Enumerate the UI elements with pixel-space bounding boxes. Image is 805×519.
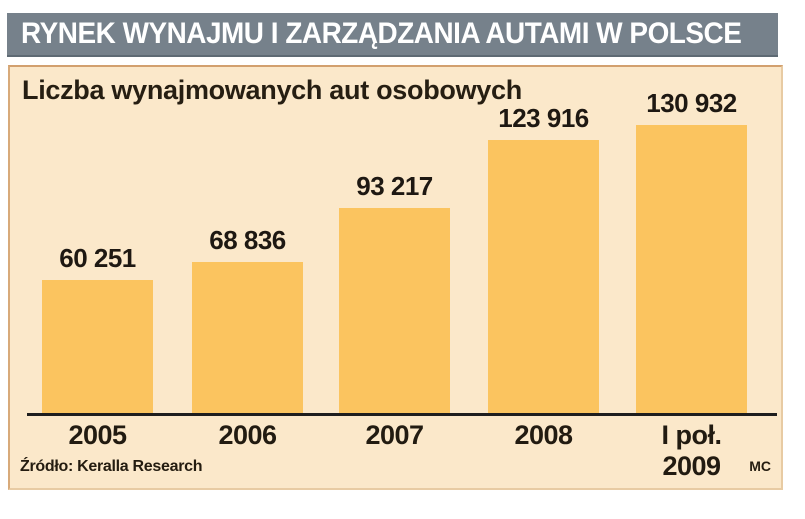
x-tick-2009h1: I poł. 2009 (661, 420, 723, 482)
bar-column-2005: 60 251 (42, 243, 153, 413)
bar-column-2006: 68 836 (192, 225, 303, 413)
bar-rect-2006 (192, 262, 303, 413)
bar-value-label-2005: 60 251 (59, 243, 136, 273)
bar-rect-2007 (339, 208, 450, 413)
bar-rect-2005 (42, 280, 153, 413)
chart-panel: Liczba wynajmowanych aut osobowych 60 25… (8, 65, 783, 490)
x-tick-2008: 2008 (514, 420, 573, 450)
bar-rect-2009h1 (636, 125, 747, 413)
bar-value-label-2007: 93 217 (356, 171, 433, 201)
x-axis-line (27, 413, 777, 416)
x-tick-2006: 2006 (218, 420, 277, 450)
credit-initials: MC (749, 458, 771, 474)
bar-value-label-2009h1: 130 932 (646, 88, 737, 118)
header-bar: RYNEK WYNAJMU I ZARZĄDZANIA AUTAMI W POL… (7, 13, 778, 57)
bar-column-2008: 123 916 (488, 103, 599, 413)
source-note: Źródło: Keralla Research (20, 458, 203, 475)
bar-chart-plot-area: 60 251 68 836 93 217 123 916 130 932 (10, 67, 781, 413)
bar-column-2009h1: 130 932 (636, 88, 747, 413)
x-tick-2007: 2007 (365, 420, 424, 450)
bar-value-label-2006: 68 836 (209, 225, 286, 255)
x-tick-2005: 2005 (68, 420, 127, 450)
bar-column-2007: 93 217 (339, 171, 450, 413)
page-title: RYNEK WYNAJMU I ZARZĄDZANIA AUTAMI W POL… (21, 17, 742, 50)
chart-subtitle: Liczba wynajmowanych aut osobowych (22, 75, 522, 105)
bar-value-label-2008: 123 916 (498, 103, 589, 133)
bar-rect-2008 (488, 140, 599, 413)
